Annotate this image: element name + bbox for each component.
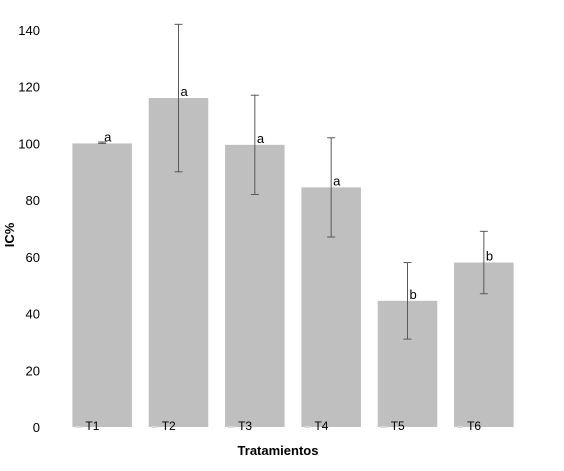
error-bars xyxy=(98,23,488,340)
bar-t1 xyxy=(72,143,132,427)
significance-labels: a a a a b b xyxy=(104,84,493,302)
category-marker xyxy=(228,426,235,428)
category-marker xyxy=(380,426,387,428)
significance-label: a xyxy=(104,129,112,144)
y-tick-label: 120 xyxy=(18,80,40,95)
significance-label: a xyxy=(333,173,341,188)
category-label: T2 xyxy=(162,419,176,433)
error-bar-t5 xyxy=(403,262,412,340)
y-tick-label: 0 xyxy=(33,420,40,435)
error-bar-t6 xyxy=(479,230,488,295)
significance-label: b xyxy=(486,249,493,264)
category-label: T5 xyxy=(391,419,405,433)
category-label: T4 xyxy=(314,419,328,433)
y-tick-label: 140 xyxy=(18,23,40,38)
y-tick-label: 100 xyxy=(18,136,40,151)
error-bar-t2 xyxy=(174,23,183,173)
y-tick-label: 40 xyxy=(26,307,40,322)
category-marker xyxy=(304,426,311,428)
significance-label: a xyxy=(257,131,265,146)
y-tick-label: 80 xyxy=(26,193,40,208)
category-marker xyxy=(75,426,82,428)
significance-label: b xyxy=(410,287,417,302)
category-label: T1 xyxy=(85,419,99,433)
y-tick-label: 60 xyxy=(26,250,40,265)
category-marker xyxy=(457,426,464,428)
category-label: T6 xyxy=(467,419,481,433)
y-axis-ticks: 0 20 40 60 80 100 120 140 xyxy=(18,23,40,435)
error-bar-t4 xyxy=(327,137,336,238)
bars xyxy=(72,98,514,428)
y-tick-label: 20 xyxy=(26,363,40,378)
category-label: T3 xyxy=(238,419,252,433)
category-labels: T1 T2 T3 T4 T5 T6 xyxy=(75,419,481,433)
significance-label: a xyxy=(181,84,189,99)
x-axis-title: Tratamientos xyxy=(238,443,319,458)
y-axis-title: IC% xyxy=(2,222,17,247)
error-bar-t3 xyxy=(250,94,259,195)
error-bar-t1 xyxy=(98,141,107,144)
category-marker xyxy=(151,426,158,428)
